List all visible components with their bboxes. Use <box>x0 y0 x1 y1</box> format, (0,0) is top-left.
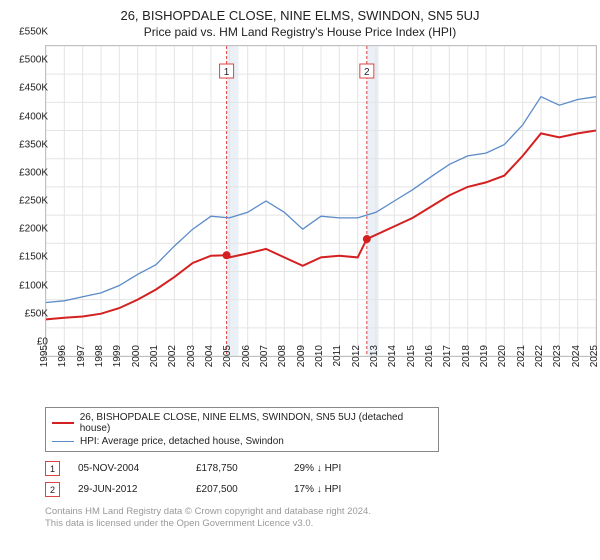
x-tick-label: 2021 <box>516 345 527 367</box>
y-tick-label: £50K <box>8 308 48 319</box>
x-tick-label: 2002 <box>167 345 178 367</box>
chart-container: 26, BISHOPDALE CLOSE, NINE ELMS, SWINDON… <box>0 0 600 560</box>
event-delta: 17% ↓ HPI <box>294 484 384 495</box>
x-tick-label: 2022 <box>534 345 545 367</box>
x-tick-label: 1998 <box>94 345 105 367</box>
x-tick-label: 2013 <box>369 345 380 367</box>
y-tick-label: £350K <box>8 139 48 150</box>
sale-events: 1 05-NOV-2004 £178,750 29% ↓ HPI 2 29-JUN-201… <box>45 458 590 500</box>
x-tick-label: 2025 <box>589 345 600 367</box>
footnote-line2: This data is licensed under the Open Gov… <box>45 518 590 530</box>
legend-swatch-price <box>52 422 74 424</box>
x-tick-label: 2024 <box>571 345 582 367</box>
legend-row-hpi: HPI: Average price, detached house, Swin… <box>52 435 432 448</box>
event-price: £178,750 <box>196 463 276 474</box>
x-axis-labels: 1995 1996 1997 1998 1999 2000 2001 2002 2003 2004… <box>35 345 585 385</box>
y-tick-label: £250K <box>8 196 48 207</box>
y-tick-label: £100K <box>8 280 48 291</box>
x-tick-label: 1996 <box>57 345 68 367</box>
footnote-line1: Contains HM Land Registry data © Crown c… <box>45 506 590 518</box>
y-tick-label: £0 <box>8 337 48 348</box>
x-tick-label: 2011 <box>332 345 343 367</box>
x-tick-label: 2010 <box>314 345 325 367</box>
sale-event-row: 1 05-NOV-2004 £178,750 29% ↓ HPI <box>45 458 590 479</box>
plot-svg: 12 <box>46 46 596 356</box>
x-tick-label: 2012 <box>351 345 362 367</box>
x-tick-label: 2005 <box>222 345 233 367</box>
svg-text:1: 1 <box>224 67 230 78</box>
x-tick-label: 2009 <box>296 345 307 367</box>
x-tick-label: 1995 <box>39 345 50 367</box>
x-tick-label: 2023 <box>552 345 563 367</box>
legend-swatch-hpi <box>52 441 74 442</box>
y-tick-label: £300K <box>8 167 48 178</box>
event-date: 29-JUN-2012 <box>78 484 178 495</box>
x-tick-label: 2004 <box>204 345 215 367</box>
y-tick-label: £400K <box>8 111 48 122</box>
x-tick-label: 2015 <box>406 345 417 367</box>
event-marker-box: 1 <box>45 461 60 476</box>
x-tick-label: 2000 <box>131 345 142 367</box>
legend-box: 26, BISHOPDALE CLOSE, NINE ELMS, SWINDON… <box>45 407 439 452</box>
y-tick-label: £150K <box>8 252 48 263</box>
x-tick-label: 2018 <box>461 345 472 367</box>
x-tick-label: 1997 <box>76 345 87 367</box>
x-tick-label: 2001 <box>149 345 160 367</box>
legend-label-hpi: HPI: Average price, detached house, Swin… <box>80 436 284 447</box>
plot-area: 12 <box>45 45 597 357</box>
legend-label-price: 26, BISHOPDALE CLOSE, NINE ELMS, SWINDON… <box>80 412 432 434</box>
y-tick-label: £550K <box>8 27 48 38</box>
legend-row-price: 26, BISHOPDALE CLOSE, NINE ELMS, SWINDON… <box>52 411 432 435</box>
svg-text:2: 2 <box>364 67 370 78</box>
x-tick-label: 2020 <box>497 345 508 367</box>
x-tick-label: 2016 <box>424 345 435 367</box>
x-tick-label: 2017 <box>442 345 453 367</box>
x-tick-label: 2019 <box>479 345 490 367</box>
x-tick-label: 2008 <box>277 345 288 367</box>
event-delta: 29% ↓ HPI <box>294 463 384 474</box>
title-subtitle: Price paid vs. HM Land Registry's House … <box>10 25 590 39</box>
x-tick-label: 2007 <box>259 345 270 367</box>
x-tick-label: 2014 <box>387 345 398 367</box>
event-date: 05-NOV-2004 <box>78 463 178 474</box>
sale-event-row: 2 29-JUN-2012 £207,500 17% ↓ HPI <box>45 479 590 500</box>
event-price: £207,500 <box>196 484 276 495</box>
x-tick-label: 2006 <box>241 345 252 367</box>
x-tick-label: 1999 <box>112 345 123 367</box>
y-tick-label: £200K <box>8 224 48 235</box>
event-marker-box: 2 <box>45 482 60 497</box>
y-tick-label: £500K <box>8 55 48 66</box>
y-tick-label: £450K <box>8 83 48 94</box>
title-address: 26, BISHOPDALE CLOSE, NINE ELMS, SWINDON… <box>10 8 590 23</box>
footnote: Contains HM Land Registry data © Crown c… <box>45 506 590 531</box>
x-tick-label: 2003 <box>186 345 197 367</box>
